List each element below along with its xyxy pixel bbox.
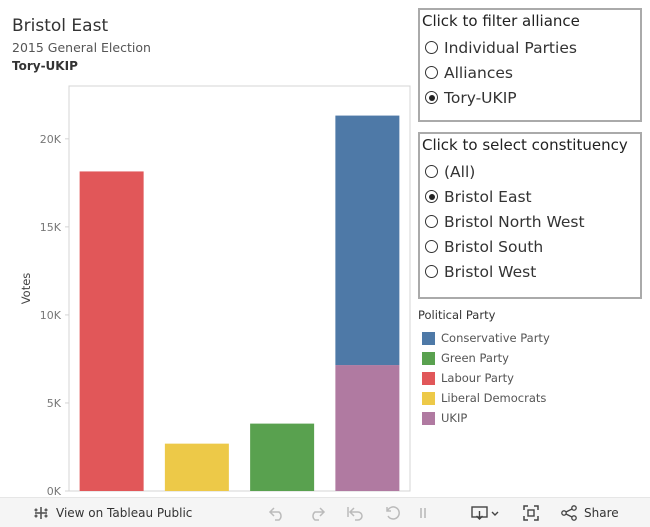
alliance-option-label: Tory-UKIP: [444, 88, 517, 107]
redo-icon[interactable]: [308, 504, 326, 522]
constituency-option-label: Bristol West: [444, 262, 537, 281]
legend-swatch: [422, 411, 435, 425]
legend-item[interactable]: Green Party: [418, 348, 550, 368]
constituency-panel: Click to select constituency (All) Bristo…: [418, 132, 642, 299]
party-legend: Political Party Conservative Party Green …: [418, 308, 550, 428]
legend-item[interactable]: Conservative Party: [418, 328, 550, 348]
y-tick-label: 15K: [40, 221, 62, 234]
share-icon: [561, 505, 577, 521]
radio-button-icon[interactable]: [425, 190, 438, 203]
constituency-options: (All) Bristol East Bristol North West Brist…: [420, 159, 640, 284]
radio-button-icon[interactable]: [425, 265, 438, 278]
legend-swatch: [422, 371, 435, 385]
page-title: Bristol East: [12, 16, 109, 36]
legend-item[interactable]: Liberal Democrats: [418, 388, 550, 408]
alliance-option[interactable]: Individual Parties: [420, 35, 640, 60]
share-button[interactable]: Share: [560, 505, 619, 521]
view-on-tableau-link[interactable]: View on Tableau Public: [32, 505, 192, 521]
legend-label: Liberal Democrats: [441, 391, 547, 405]
alliance-subtitle: Tory-UKIP: [12, 59, 78, 73]
bar-green-party: [250, 423, 315, 491]
legend-label: Conservative Party: [441, 331, 550, 345]
page-subtitle: 2015 General Election: [12, 40, 151, 55]
undo-icon[interactable]: [268, 504, 286, 522]
legend-swatch: [422, 391, 435, 405]
revert-icon[interactable]: [346, 504, 364, 522]
constituency-title: Click to select constituency: [422, 136, 628, 154]
legend-title: Political Party: [418, 308, 496, 322]
alliance-option-label: Alliances: [444, 63, 513, 82]
fullscreen-icon[interactable]: [522, 504, 540, 522]
legend-label: Green Party: [441, 351, 509, 365]
alliance-option[interactable]: Alliances: [420, 60, 640, 85]
bar-conservative-party: [335, 115, 400, 366]
legend-swatch: [422, 331, 435, 345]
bar-liberal-democrats: [164, 443, 229, 491]
tableau-logo-icon: [34, 507, 48, 519]
radio-button-icon[interactable]: [425, 91, 438, 104]
y-tick-label: 0K: [47, 485, 62, 497]
radio-button-icon[interactable]: [425, 240, 438, 253]
alliance-option-label: Individual Parties: [444, 38, 577, 57]
legend-items: Conservative Party Green Party Labour Part…: [418, 328, 550, 428]
radio-button-icon[interactable]: [425, 66, 438, 79]
constituency-option[interactable]: (All): [420, 159, 640, 184]
radio-button-icon[interactable]: [425, 41, 438, 54]
alliance-option[interactable]: Tory-UKIP: [420, 85, 640, 110]
plot-area-border: [68, 85, 411, 492]
votes-bar-chart: 0K 5K 10K 15K 20K Votes: [19, 85, 411, 497]
y-tick-label: 5K: [47, 397, 62, 410]
share-label: Share: [584, 506, 619, 520]
y-tick-label: 20K: [40, 133, 62, 146]
constituency-option[interactable]: Bristol West: [420, 259, 640, 284]
legend-swatch: [422, 351, 435, 365]
view-on-tableau-label: View on Tableau Public: [56, 506, 193, 520]
constituency-option[interactable]: Bristol North West: [420, 209, 640, 234]
constituency-option-label: (All): [444, 162, 476, 181]
refresh-icon[interactable]: [384, 504, 402, 522]
filter-alliance-title: Click to filter alliance: [422, 12, 580, 30]
legend-label: UKIP: [441, 411, 468, 425]
y-axis-title: Votes: [19, 273, 33, 305]
bar-labour-party: [79, 171, 144, 492]
legend-item[interactable]: Labour Party: [418, 368, 550, 388]
filter-alliance-panel: Click to filter alliance Individual Part…: [418, 8, 642, 122]
y-tick-label: 10K: [40, 309, 62, 322]
tableau-toolbar: View on Tableau Public Share: [0, 497, 650, 527]
constituency-option[interactable]: Bristol East: [420, 184, 640, 209]
constituency-option[interactable]: Bristol South: [420, 234, 640, 259]
filter-alliance-options: Individual Parties Alliances Tory-UKIP: [420, 35, 640, 110]
legend-label: Labour Party: [441, 371, 514, 385]
radio-button-icon[interactable]: [425, 215, 438, 228]
constituency-option-label: Bristol East: [444, 187, 532, 206]
constituency-option-label: Bristol South: [444, 237, 544, 256]
download-icon[interactable]: [470, 504, 502, 522]
pause-icon[interactable]: [414, 504, 432, 522]
radio-button-icon[interactable]: [425, 165, 438, 178]
bar-ukip: [335, 365, 400, 491]
legend-item[interactable]: UKIP: [418, 408, 550, 428]
constituency-option-label: Bristol North West: [444, 212, 585, 231]
